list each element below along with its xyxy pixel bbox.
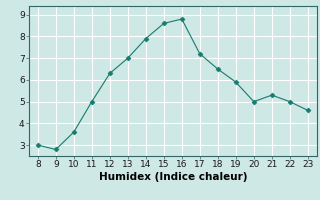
X-axis label: Humidex (Indice chaleur): Humidex (Indice chaleur)	[99, 172, 247, 182]
